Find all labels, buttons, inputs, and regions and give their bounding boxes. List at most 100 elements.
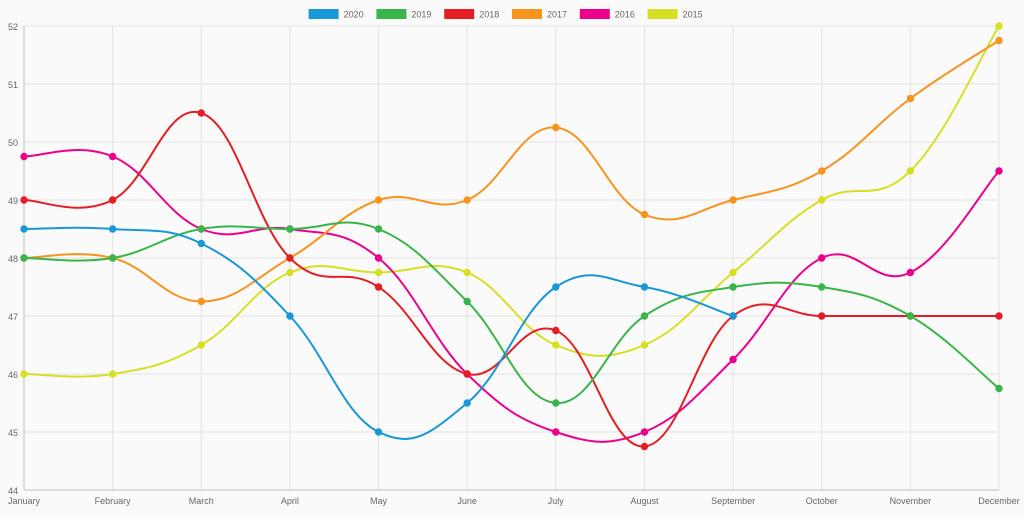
data-point[interactable] [463,196,471,204]
series-line [23,149,1000,443]
data-point[interactable] [552,123,560,132]
data-point[interactable] [286,225,294,233]
legend-swatch [444,9,475,19]
data-point[interactable] [463,297,471,306]
x-tick-label: August [630,496,659,506]
data-point[interactable] [286,268,294,277]
y-tick-label: 49 [8,196,18,206]
legend-item-2016[interactable]: 2016 [579,9,635,20]
data-point[interactable] [818,254,826,262]
axes: 44 45 46 47 48 49 50 51 52 January February March Ap… [8,22,1020,506]
data-point[interactable] [995,384,1003,393]
x-tick-label: October [806,496,838,506]
series-2015 [20,22,1003,378]
data-point[interactable] [374,225,383,233]
data-point[interactable] [20,225,28,233]
data-point[interactable] [108,196,117,204]
series-2020 [20,225,737,440]
data-point[interactable] [108,370,117,378]
data-point[interactable] [729,268,737,277]
data-point[interactable] [20,152,28,161]
data-point[interactable] [729,283,737,291]
data-point[interactable] [197,297,205,306]
data-point[interactable] [906,94,915,103]
data-point[interactable] [286,312,294,320]
data-point[interactable] [197,225,205,233]
legend-label: 2016 [615,10,635,20]
x-tick-label: December [978,496,1020,506]
x-tick-label: March [189,496,214,506]
legend[interactable]: 2020 2019 2018 2017 2016 2015 [308,9,703,20]
data-point[interactable] [818,283,826,291]
y-tick-label: 48 [8,254,18,264]
data-point[interactable] [463,268,471,277]
data-point[interactable] [374,196,383,204]
series-line [23,39,1000,303]
x-tick-label: November [890,496,932,506]
data-point[interactable] [374,428,383,436]
data-point[interactable] [640,442,649,451]
data-point[interactable] [20,254,28,262]
data-point[interactable] [729,312,737,320]
data-point[interactable] [640,341,649,349]
data-point[interactable] [640,283,649,291]
data-point[interactable] [640,312,649,320]
legend-item-2017[interactable]: 2017 [512,9,567,20]
data-point[interactable] [374,268,383,277]
y-tick-label: 51 [8,80,18,90]
data-point[interactable] [552,428,560,436]
data-point[interactable] [463,370,471,378]
data-point[interactable] [906,312,915,320]
data-point[interactable] [640,428,649,436]
legend-item-2019[interactable]: 2019 [376,9,431,20]
x-tick-label: June [457,496,477,506]
data-point[interactable] [286,254,294,262]
data-point[interactable] [818,167,826,175]
data-point[interactable] [20,370,28,378]
data-point[interactable] [729,355,737,364]
legend-swatch [512,9,542,19]
y-tick-label: 44 [8,486,18,496]
y-tick-label: 45 [8,428,18,438]
data-point[interactable] [108,254,117,262]
data-point[interactable] [995,22,1003,30]
series-2016 [20,149,1003,443]
series-2019 [20,221,1003,407]
data-point[interactable] [729,196,737,204]
data-point[interactable] [197,109,205,117]
data-point[interactable] [374,254,383,262]
data-point[interactable] [995,167,1003,175]
data-point[interactable] [640,210,649,219]
data-point[interactable] [374,283,383,291]
data-point[interactable] [197,341,205,349]
legend-item-2015[interactable]: 2015 [647,9,703,20]
legend-item-2018[interactable]: 2018 [444,9,499,20]
data-point[interactable] [552,326,560,335]
legend-label: 2017 [547,10,567,20]
data-point[interactable] [552,399,560,407]
x-tick-label: January [8,496,41,506]
legend-item-2020[interactable]: 2020 [308,9,364,20]
data-point[interactable] [463,399,471,407]
data-point[interactable] [552,283,560,291]
legend-label: 2015 [683,10,703,20]
data-point[interactable] [995,36,1003,45]
x-tick-label: May [370,496,388,506]
y-tick-label: 52 [8,22,18,32]
data-point[interactable] [906,268,915,277]
data-point[interactable] [20,196,28,204]
data-point[interactable] [552,341,560,349]
data-point[interactable] [818,312,826,320]
data-point[interactable] [197,239,205,248]
legend-swatch [376,9,407,19]
legend-label: 2018 [479,10,499,20]
data-point[interactable] [906,167,915,175]
data-point[interactable] [108,152,117,161]
data-point[interactable] [108,225,117,233]
x-tick-label: April [281,496,299,506]
data-point[interactable] [818,196,826,204]
data-point[interactable] [995,312,1003,320]
series-2017 [20,36,1003,306]
